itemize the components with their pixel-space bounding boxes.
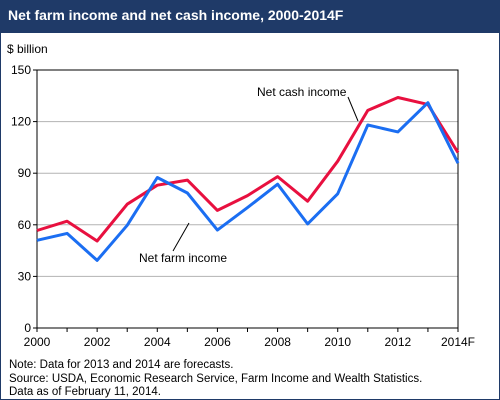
series-line-net-cash-income (36, 96, 460, 243)
y-tick-label: 120 (11, 115, 31, 129)
leader-line-net-farm-income (172, 222, 190, 252)
note-source: Source: USDA, Economic Research Service,… (9, 373, 423, 385)
y-tick-labels: 0 30 60 90 120 150 (11, 63, 31, 335)
x-tick-label: 2006 (204, 335, 231, 349)
series-lines (36, 96, 460, 262)
series-annotations: Net cash income Net farm income (139, 85, 359, 265)
y-tick-label: 90 (18, 166, 32, 180)
x-tick-label: 2000 (24, 335, 51, 349)
x-tick-label: 2014F (441, 335, 475, 349)
y-axis-label: $ billion (7, 42, 48, 56)
title-bar: Net farm income and net cash income, 200… (1, 1, 499, 33)
label-net-cash-income: Net cash income (257, 85, 347, 99)
series-line-net-farm-income (36, 101, 460, 262)
leader-line-net-cash-income (347, 96, 359, 122)
line-chart: $ billion 0 30 60 90 120 150 2000 2002 2004 2006… (7, 42, 475, 349)
label-net-farm-income: Net farm income (139, 251, 227, 265)
chart-title: Net farm income and net cash income, 200… (8, 7, 344, 23)
y-tick-label: 60 (18, 218, 32, 232)
y-tick-label: 0 (24, 321, 31, 335)
y-tick-label: 30 (18, 269, 32, 283)
x-tick-label: 2002 (84, 335, 111, 349)
gridlines (37, 121, 458, 277)
axis-ticks (33, 69, 459, 332)
x-tick-label: 2008 (264, 335, 291, 349)
x-tick-label: 2010 (324, 335, 351, 349)
note-date: Data as of February 11, 2014. (9, 386, 161, 398)
y-tick-label: 150 (11, 63, 31, 77)
x-tick-labels: 2000 2002 2004 2006 2008 2010 2012 2014F (24, 335, 475, 349)
x-tick-label: 2004 (144, 335, 171, 349)
plot-area (36, 69, 459, 329)
note-forecast: Note: Data for 2013 and 2014 are forecas… (9, 359, 234, 371)
x-tick-label: 2012 (385, 335, 412, 349)
